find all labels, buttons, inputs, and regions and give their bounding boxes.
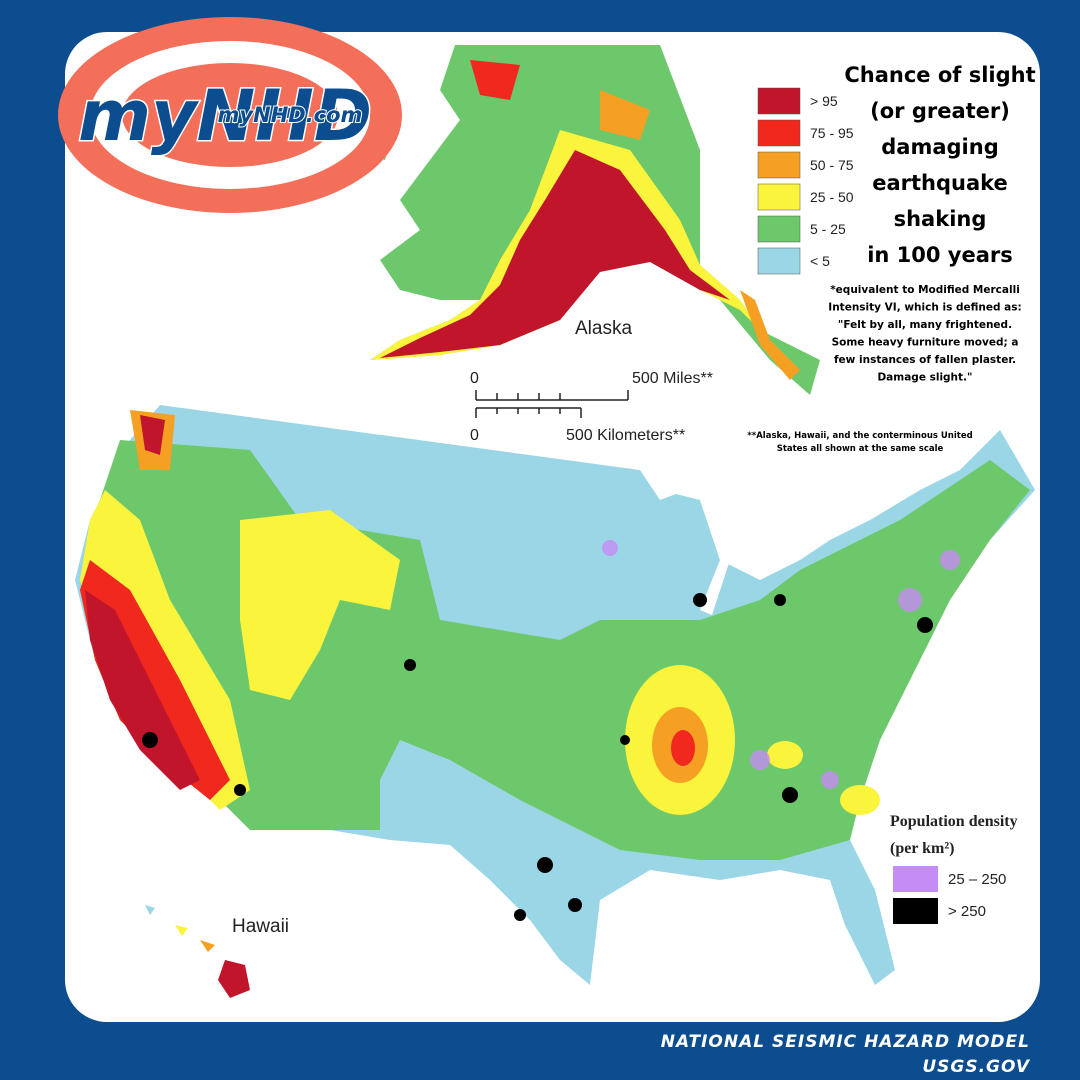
scale-miles-label: 500 Miles** (632, 370, 713, 387)
population-title: Population density (890, 813, 1018, 830)
hawaii-label: Hawaii (232, 916, 289, 937)
scale-km-zero: 0 (470, 427, 479, 444)
scale-note: **Alaska, Hawaii, and the conterminous U… (747, 431, 972, 454)
legend-note-line: few instances of fallen plaster. (834, 354, 1016, 366)
legend-swatch (757, 215, 801, 243)
scale-bar (475, 390, 629, 418)
footer-line2: USGS.GOV (922, 1057, 1031, 1077)
legend-swatch (757, 247, 801, 275)
legend-title-line: shaking (894, 207, 987, 231)
footer-line1: NATIONAL SEISMIC HAZARD MODEL (661, 1032, 1030, 1052)
legend-title-line: in 100 years (867, 243, 1013, 267)
logo: myNHD myNHD.com (58, 17, 402, 213)
legend-note-line: Damage slight." (877, 372, 972, 384)
legend-note-line: Some heavy furniture moved; a (832, 337, 1019, 349)
legend-label: 25 - 50 (810, 189, 854, 205)
population-label: > 250 (948, 903, 986, 920)
legend-note-line: "Felt by all, many frightened. (838, 319, 1012, 331)
legend-swatch (757, 151, 801, 179)
legend-title-line: (or greater) (870, 99, 1010, 123)
population-unit: (per km²) (890, 840, 955, 857)
logo-url: myNHD.com (218, 103, 363, 127)
scale-note-line: **Alaska, Hawaii, and the conterminous U… (747, 431, 972, 441)
legend-note-line: *equivalent to Modified Mercalli (830, 284, 1020, 296)
legend-swatch (757, 87, 801, 115)
population-swatch (893, 866, 938, 892)
scale-km-label: 500 Kilometers** (566, 427, 685, 444)
legend-label: 75 - 95 (810, 125, 854, 141)
legend-title-line: earthquake (872, 171, 1008, 195)
legend-label: > 95 (810, 93, 838, 109)
legend-label: < 5 (810, 253, 830, 269)
hawaii-map (145, 905, 250, 998)
scale-note-line: States all shown at the same scale (777, 444, 944, 454)
legend: > 95 75 - 95 50 - 75 25 - 50 5 - 25 < 5 Chance… (757, 63, 1036, 384)
scale-miles-zero: 0 (470, 370, 479, 387)
legend-title-line: damaging (881, 135, 998, 159)
logo-brand: myNHD (78, 75, 372, 157)
population-label: 25 – 250 (948, 871, 1006, 888)
legend-swatch (757, 119, 801, 147)
legend-label: 50 - 75 (810, 157, 854, 173)
population-swatch (893, 898, 938, 924)
legend-label: 5 - 25 (810, 221, 846, 237)
legend-note-line: Intensity VI, which is defined as: (828, 302, 1021, 314)
population-legend: 25 – 250 > 250 (893, 866, 1006, 924)
us-map (75, 405, 1035, 985)
legend-swatch (757, 183, 801, 211)
alaska-label: Alaska (575, 318, 632, 339)
legend-title-line: Chance of slight (844, 63, 1035, 87)
